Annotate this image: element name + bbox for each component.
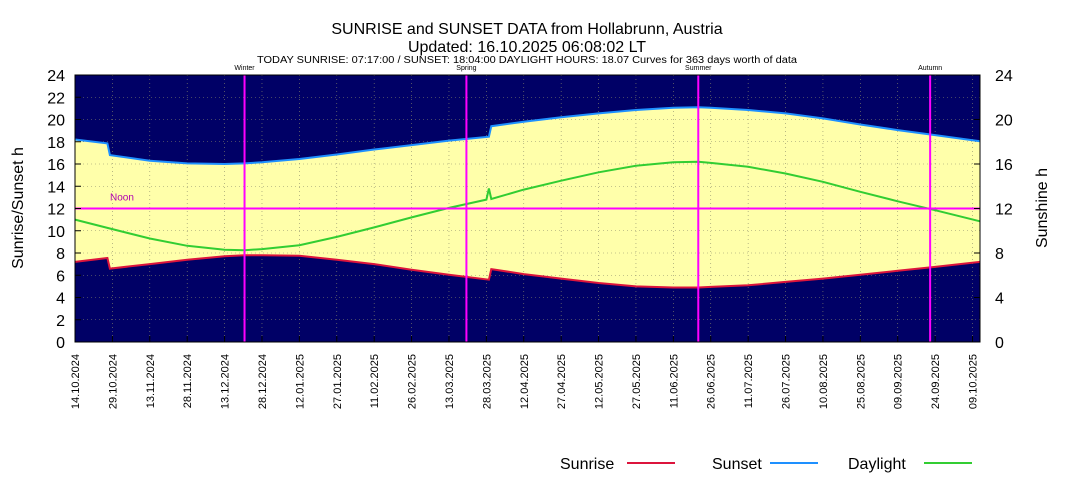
y-tick-label-right: 16 bbox=[995, 157, 1013, 174]
series-line-sunset bbox=[74, 106, 981, 166]
y-tick-label-right: 8 bbox=[995, 246, 1004, 263]
y-tick-label-left: 6 bbox=[56, 268, 65, 285]
x-tick-label: 13.03.2025 bbox=[444, 354, 456, 409]
x-tick-label: 27.05.2025 bbox=[631, 354, 643, 409]
season-label-summer: Summer bbox=[685, 65, 712, 72]
y-tick-label-right: 0 bbox=[995, 335, 1004, 352]
x-tick-label: 12.04.2025 bbox=[519, 354, 531, 409]
chart-info-line: TODAY SUNRISE: 07:17:00 / SUNSET: 18:04:… bbox=[257, 55, 797, 66]
legend-label: Daylight bbox=[848, 456, 906, 473]
x-tick-label: 26.02.2025 bbox=[407, 354, 419, 409]
x-tick-label: 13.12.2024 bbox=[220, 354, 232, 409]
y-tick-label-left: 18 bbox=[47, 135, 65, 152]
x-tick-label: 10.08.2025 bbox=[818, 354, 830, 409]
y-tick-label-left: 22 bbox=[47, 90, 65, 107]
chart-subtitle: Updated: 16.10.2025 06:08:02 LT bbox=[408, 39, 646, 56]
x-tick-label: 27.04.2025 bbox=[556, 354, 568, 409]
y-tick-label-left: 2 bbox=[56, 313, 65, 330]
legend-item-sunrise: Sunrise bbox=[560, 456, 675, 473]
noon-label: Noon bbox=[110, 193, 134, 204]
season-label-autumn: Autumn bbox=[918, 65, 942, 72]
x-tick-label: 28.12.2024 bbox=[257, 354, 269, 409]
y-tick-label-left: 10 bbox=[47, 224, 65, 241]
x-tick-label: 28.11.2024 bbox=[182, 354, 194, 408]
y-tick-label-left: 20 bbox=[47, 113, 65, 130]
y-tick-label-right: 20 bbox=[995, 113, 1013, 130]
chart-legend: Sunrise Sunset Daylight bbox=[560, 456, 972, 473]
y-tick-label-left: 4 bbox=[56, 291, 65, 308]
x-tick-label: 12.05.2025 bbox=[594, 354, 606, 409]
y-axis-label-left: Sunrise/Sunset h bbox=[10, 147, 27, 269]
x-tick-label: 25.08.2025 bbox=[855, 354, 867, 409]
legend-item-daylight: Daylight bbox=[848, 456, 972, 473]
x-tick-label: 13.11.2024 bbox=[145, 354, 157, 408]
y-axis-label-right: Sunshine h bbox=[1034, 168, 1051, 248]
series-line-daylight bbox=[74, 160, 981, 252]
chart-title: SUNRISE and SUNSET DATA from Hollabrunn,… bbox=[331, 21, 722, 38]
season-label-winter: Winter bbox=[234, 65, 255, 72]
y-tick-label-left: 12 bbox=[47, 202, 65, 219]
x-tick-label: 27.01.2025 bbox=[332, 354, 344, 409]
y-tick-label-left: 0 bbox=[56, 335, 65, 352]
x-tick-label: 11.02.2025 bbox=[369, 354, 381, 408]
x-tick-label: 26.06.2025 bbox=[706, 354, 718, 409]
x-tick-label: 24.09.2025 bbox=[930, 354, 942, 409]
x-tick-label: 09.09.2025 bbox=[893, 354, 905, 409]
x-tick-label: 09.10.2025 bbox=[968, 354, 980, 409]
y-tick-label-right: 4 bbox=[995, 291, 1004, 308]
y-tick-label-left: 14 bbox=[47, 179, 65, 196]
y-tick-label-left: 8 bbox=[56, 246, 65, 263]
y-tick-label-right: 24 bbox=[995, 68, 1013, 85]
x-tick-label: 11.07.2025 bbox=[743, 354, 755, 408]
legend-item-sunset: Sunset bbox=[712, 456, 818, 473]
legend-label: Sunset bbox=[712, 456, 762, 473]
season-label-spring: Spring bbox=[456, 65, 476, 72]
y-tick-label-left: 16 bbox=[47, 157, 65, 174]
daylight-band bbox=[75, 107, 980, 288]
x-tick-label: 11.06.2025 bbox=[668, 354, 680, 408]
x-tick-label: 29.10.2024 bbox=[107, 354, 119, 409]
legend-label: Sunrise bbox=[560, 456, 614, 473]
y-tick-label-right: 12 bbox=[995, 202, 1013, 219]
x-tick-label: 12.01.2025 bbox=[294, 354, 306, 409]
x-tick-label: 28.03.2025 bbox=[481, 354, 493, 409]
x-tick-label: 26.07.2025 bbox=[781, 354, 793, 409]
y-tick-label-left: 24 bbox=[47, 68, 65, 85]
x-tick-label: 14.10.2024 bbox=[70, 354, 82, 409]
series-line-sunrise bbox=[74, 254, 981, 289]
